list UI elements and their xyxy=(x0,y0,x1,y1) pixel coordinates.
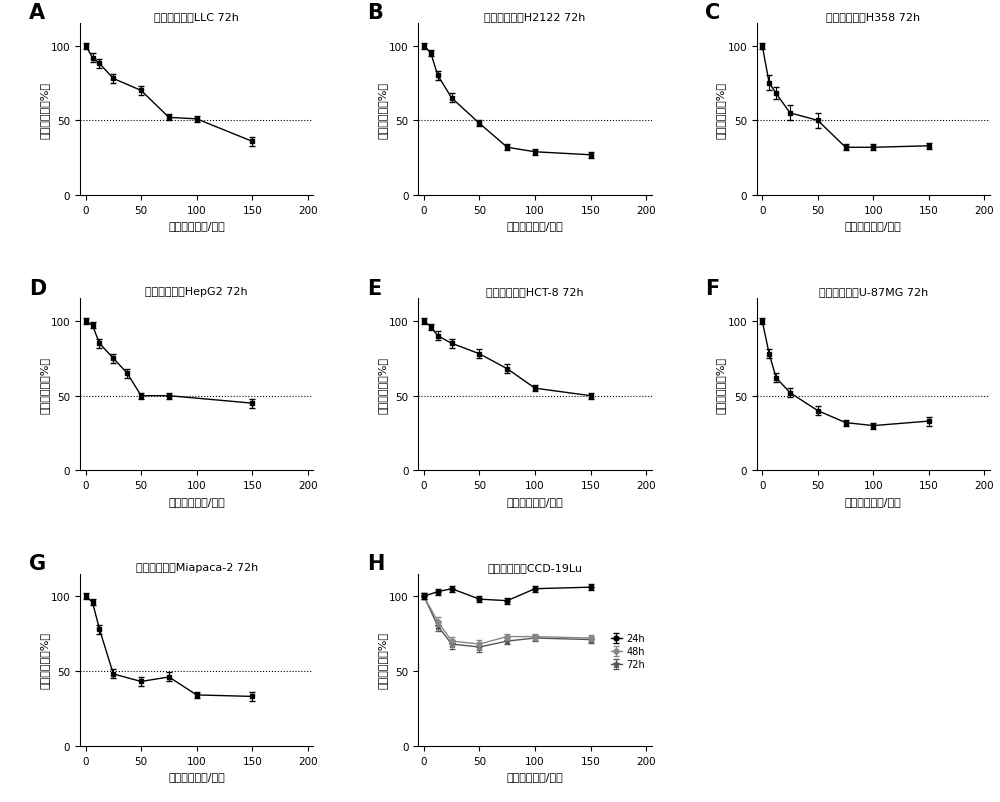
X-axis label: 浓度（微摩尔/升）: 浓度（微摩尔/升） xyxy=(845,496,902,506)
Text: A: A xyxy=(29,3,45,23)
Text: E: E xyxy=(367,278,381,298)
Y-axis label: 细胞存活率（%）: 细胞存活率（%） xyxy=(716,82,726,139)
Y-axis label: 细胞存活率（%）: 细胞存活率（%） xyxy=(378,82,388,139)
Text: B: B xyxy=(367,3,383,23)
X-axis label: 浓度（微摩尔/升）: 浓度（微摩尔/升） xyxy=(168,771,225,781)
Title: 麦黄酮作用于U-87MG 72h: 麦黄酮作用于U-87MG 72h xyxy=(819,287,928,297)
Legend: 24h, 48h, 72h: 24h, 48h, 72h xyxy=(609,631,647,671)
X-axis label: 浓度（微摩尔/升）: 浓度（微摩尔/升） xyxy=(507,771,563,781)
Y-axis label: 细胞存活率（%）: 细胞存活率（%） xyxy=(378,631,388,688)
Title: 麦黄酮作用于H2122 72h: 麦黄酮作用于H2122 72h xyxy=(484,12,586,22)
X-axis label: 浓度（微摩尔/升）: 浓度（微摩尔/升） xyxy=(507,221,563,231)
X-axis label: 浓度（微摩尔/升）: 浓度（微摩尔/升） xyxy=(507,496,563,506)
X-axis label: 浓度（微摩尔/升）: 浓度（微摩尔/升） xyxy=(168,221,225,231)
Title: 麦黄酮作用于H358 72h: 麦黄酮作用于H358 72h xyxy=(826,12,920,22)
Y-axis label: 细胞存活率（%）: 细胞存活率（%） xyxy=(716,357,726,413)
X-axis label: 浓度（微摩尔/升）: 浓度（微摩尔/升） xyxy=(168,496,225,506)
Title: 麦黄酮作用于Miapaca-2 72h: 麦黄酮作用于Miapaca-2 72h xyxy=(136,562,258,572)
Text: F: F xyxy=(705,278,720,298)
Y-axis label: 细胞存活率（%）: 细胞存活率（%） xyxy=(378,357,388,413)
X-axis label: 浓度（微摩尔/升）: 浓度（微摩尔/升） xyxy=(845,221,902,231)
Y-axis label: 细胞存活率（%）: 细胞存活率（%） xyxy=(39,631,49,688)
Y-axis label: 细胞存活率（%）: 细胞存活率（%） xyxy=(39,357,49,413)
Text: H: H xyxy=(367,553,384,573)
Text: D: D xyxy=(29,278,46,298)
Y-axis label: 细胞存活率（%）: 细胞存活率（%） xyxy=(39,82,49,139)
Text: G: G xyxy=(29,553,46,573)
Title: 麦黄酮作用于CCD-19Lu: 麦黄酮作用于CCD-19Lu xyxy=(488,562,582,572)
Title: 麦黄酮作用于HepG2 72h: 麦黄酮作用于HepG2 72h xyxy=(145,287,248,297)
Text: C: C xyxy=(705,3,721,23)
Title: 麦黄酮作用于HCT-8 72h: 麦黄酮作用于HCT-8 72h xyxy=(486,287,584,297)
Title: 麦黄酮作用于LLC 72h: 麦黄酮作用于LLC 72h xyxy=(154,12,239,22)
